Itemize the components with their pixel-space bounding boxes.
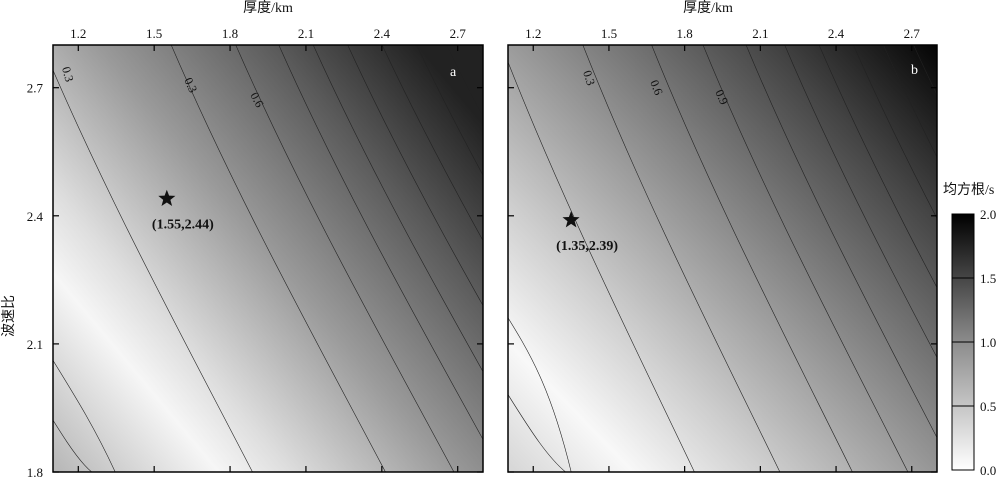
y-tick-label: 2.7 (27, 81, 44, 96)
panel-b-xlabel: 厚度/km (683, 0, 733, 16)
colorbar-tick-label: 1.0 (980, 335, 996, 350)
contour-line (312, 45, 483, 373)
x-tick-label: 1.2 (525, 26, 541, 41)
panel-b-minimum-label: (1.35,2.39) (556, 239, 618, 254)
contour-line (508, 317, 572, 472)
panel-b-heatmap (508, 45, 937, 472)
colorbar-tick-label: 0.5 (980, 399, 996, 414)
panel-a-ticks: 1.2 1.5 1.8 2.1 2.4 2.7 1.8 2.1 2.4 2.7 (27, 26, 483, 480)
colorbar-tick-label: 1.5 (980, 271, 996, 286)
contour-line (416, 45, 483, 176)
contour-line (745, 45, 937, 439)
panel-b-contour-label-3: 0.9 (712, 87, 731, 107)
contour-line (347, 45, 483, 307)
panel-a-contour-label-2: 0.3 (181, 75, 200, 95)
panel-b-letter: b (911, 63, 918, 78)
contour-line (582, 45, 781, 472)
x-tick-label: 1.8 (222, 26, 238, 41)
x-tick-label: 2.7 (450, 26, 467, 41)
contour-line (278, 45, 483, 441)
y-tick-label: 2.4 (27, 209, 44, 224)
colorbar-title: 均方根/s (943, 182, 994, 198)
contour-line (446, 45, 483, 118)
panel-a-heatmap (53, 45, 483, 472)
contour-line (883, 45, 937, 158)
contour-line (53, 419, 93, 472)
panel-b-minimum-star (562, 211, 580, 228)
colorbar-tick-label: 0.0 (980, 463, 996, 478)
colorbar-ticks: 0.0 0.5 1.0 1.5 2.0 (952, 207, 996, 478)
colorbar: 均方根/s 0.0 0.5 1.0 1.5 2.0 (943, 182, 996, 478)
panel-a-contour-label-1: 0.3 (59, 65, 76, 83)
x-tick-label: 2.7 (904, 26, 921, 41)
colorbar-tick-label: 2.0 (980, 207, 996, 222)
panel-b-contour-lines (508, 45, 937, 472)
panel-b: 1.2 1.5 1.8 2.1 2.4 2.7 厚度/km b 0.3 0.6 0.9 (… (507, 0, 938, 473)
contour-line (702, 45, 909, 472)
contour-line (651, 45, 853, 472)
contour-line (381, 45, 483, 242)
y-tick-label: 2.1 (27, 337, 43, 352)
x-tick-label: 1.5 (601, 26, 617, 41)
panel-a: 1.2 1.5 1.8 2.1 2.4 2.7 1.8 2.1 2.4 2.7 厚度/km 波速比… (1, 0, 484, 480)
panel-a-ylabel: 波速比 (1, 295, 17, 337)
panel-a-minimum-label: (1.55,2.44) (152, 218, 214, 233)
panel-a-frame (52, 44, 484, 473)
x-tick-label: 1.2 (70, 26, 86, 41)
contour-line (853, 45, 937, 220)
x-tick-label: 2.1 (298, 26, 314, 41)
panel-b-frame (507, 44, 938, 473)
panel-b-contour-label-1: 0.3 (580, 69, 598, 88)
panel-b-contour-label-2: 0.6 (647, 78, 666, 97)
panel-a-contour-label-3: 0.6 (247, 90, 266, 110)
contour-line (818, 45, 937, 289)
contour-line (170, 45, 386, 472)
x-tick-label: 1.8 (677, 26, 693, 41)
panel-a-contour-lines (53, 45, 483, 472)
contour-line (508, 61, 695, 472)
panel-a-letter: a (450, 65, 457, 80)
contour-line (53, 69, 253, 472)
x-tick-label: 2.4 (374, 26, 391, 41)
y-tick-label: 1.8 (27, 465, 43, 480)
panel-b-ticks: 1.2 1.5 1.8 2.1 2.4 2.7 (508, 26, 937, 473)
contour-line (53, 359, 116, 472)
panel-a-xlabel: 厚度/km (243, 0, 293, 16)
x-tick-label: 2.1 (752, 26, 768, 41)
x-tick-label: 2.4 (828, 26, 845, 41)
x-tick-label: 1.5 (146, 26, 162, 41)
contour-line (235, 45, 455, 472)
panel-a-minimum-star (158, 189, 176, 206)
contour-line (784, 45, 937, 359)
